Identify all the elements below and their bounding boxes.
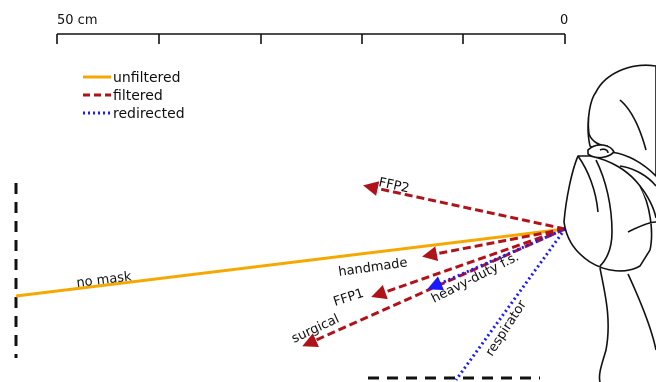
flow-ffp1 [371,227,566,300]
distance-scale: 50 cm 0 [56,13,568,44]
legend-label-unfiltered: unfiltered [113,70,181,86]
label-handmade: handmade [337,255,408,280]
legend-label-redirected: redirected [113,106,185,122]
head-with-mask-illustration [563,64,656,382]
label-ffp1: FFP1 [332,286,366,310]
label-respirator: respirator [483,297,530,359]
label-surgical: surgical [289,312,341,347]
scale-left-label: 50 cm [57,13,98,28]
legend: unfiltered filtered redirected [83,70,185,122]
label-no-mask: no mask [76,269,133,291]
legend-label-filtered: filtered [113,88,163,104]
flow-respirator [454,228,567,381]
flow-surgical [302,227,566,347]
scale-right-label: 0 [560,13,568,28]
label-heavy-duty: heavy-duty f.s. [429,250,521,307]
label-ffp2: FFP2 [377,175,411,196]
flow-ffp2 [363,181,566,231]
flow-no-mask [15,227,566,298]
